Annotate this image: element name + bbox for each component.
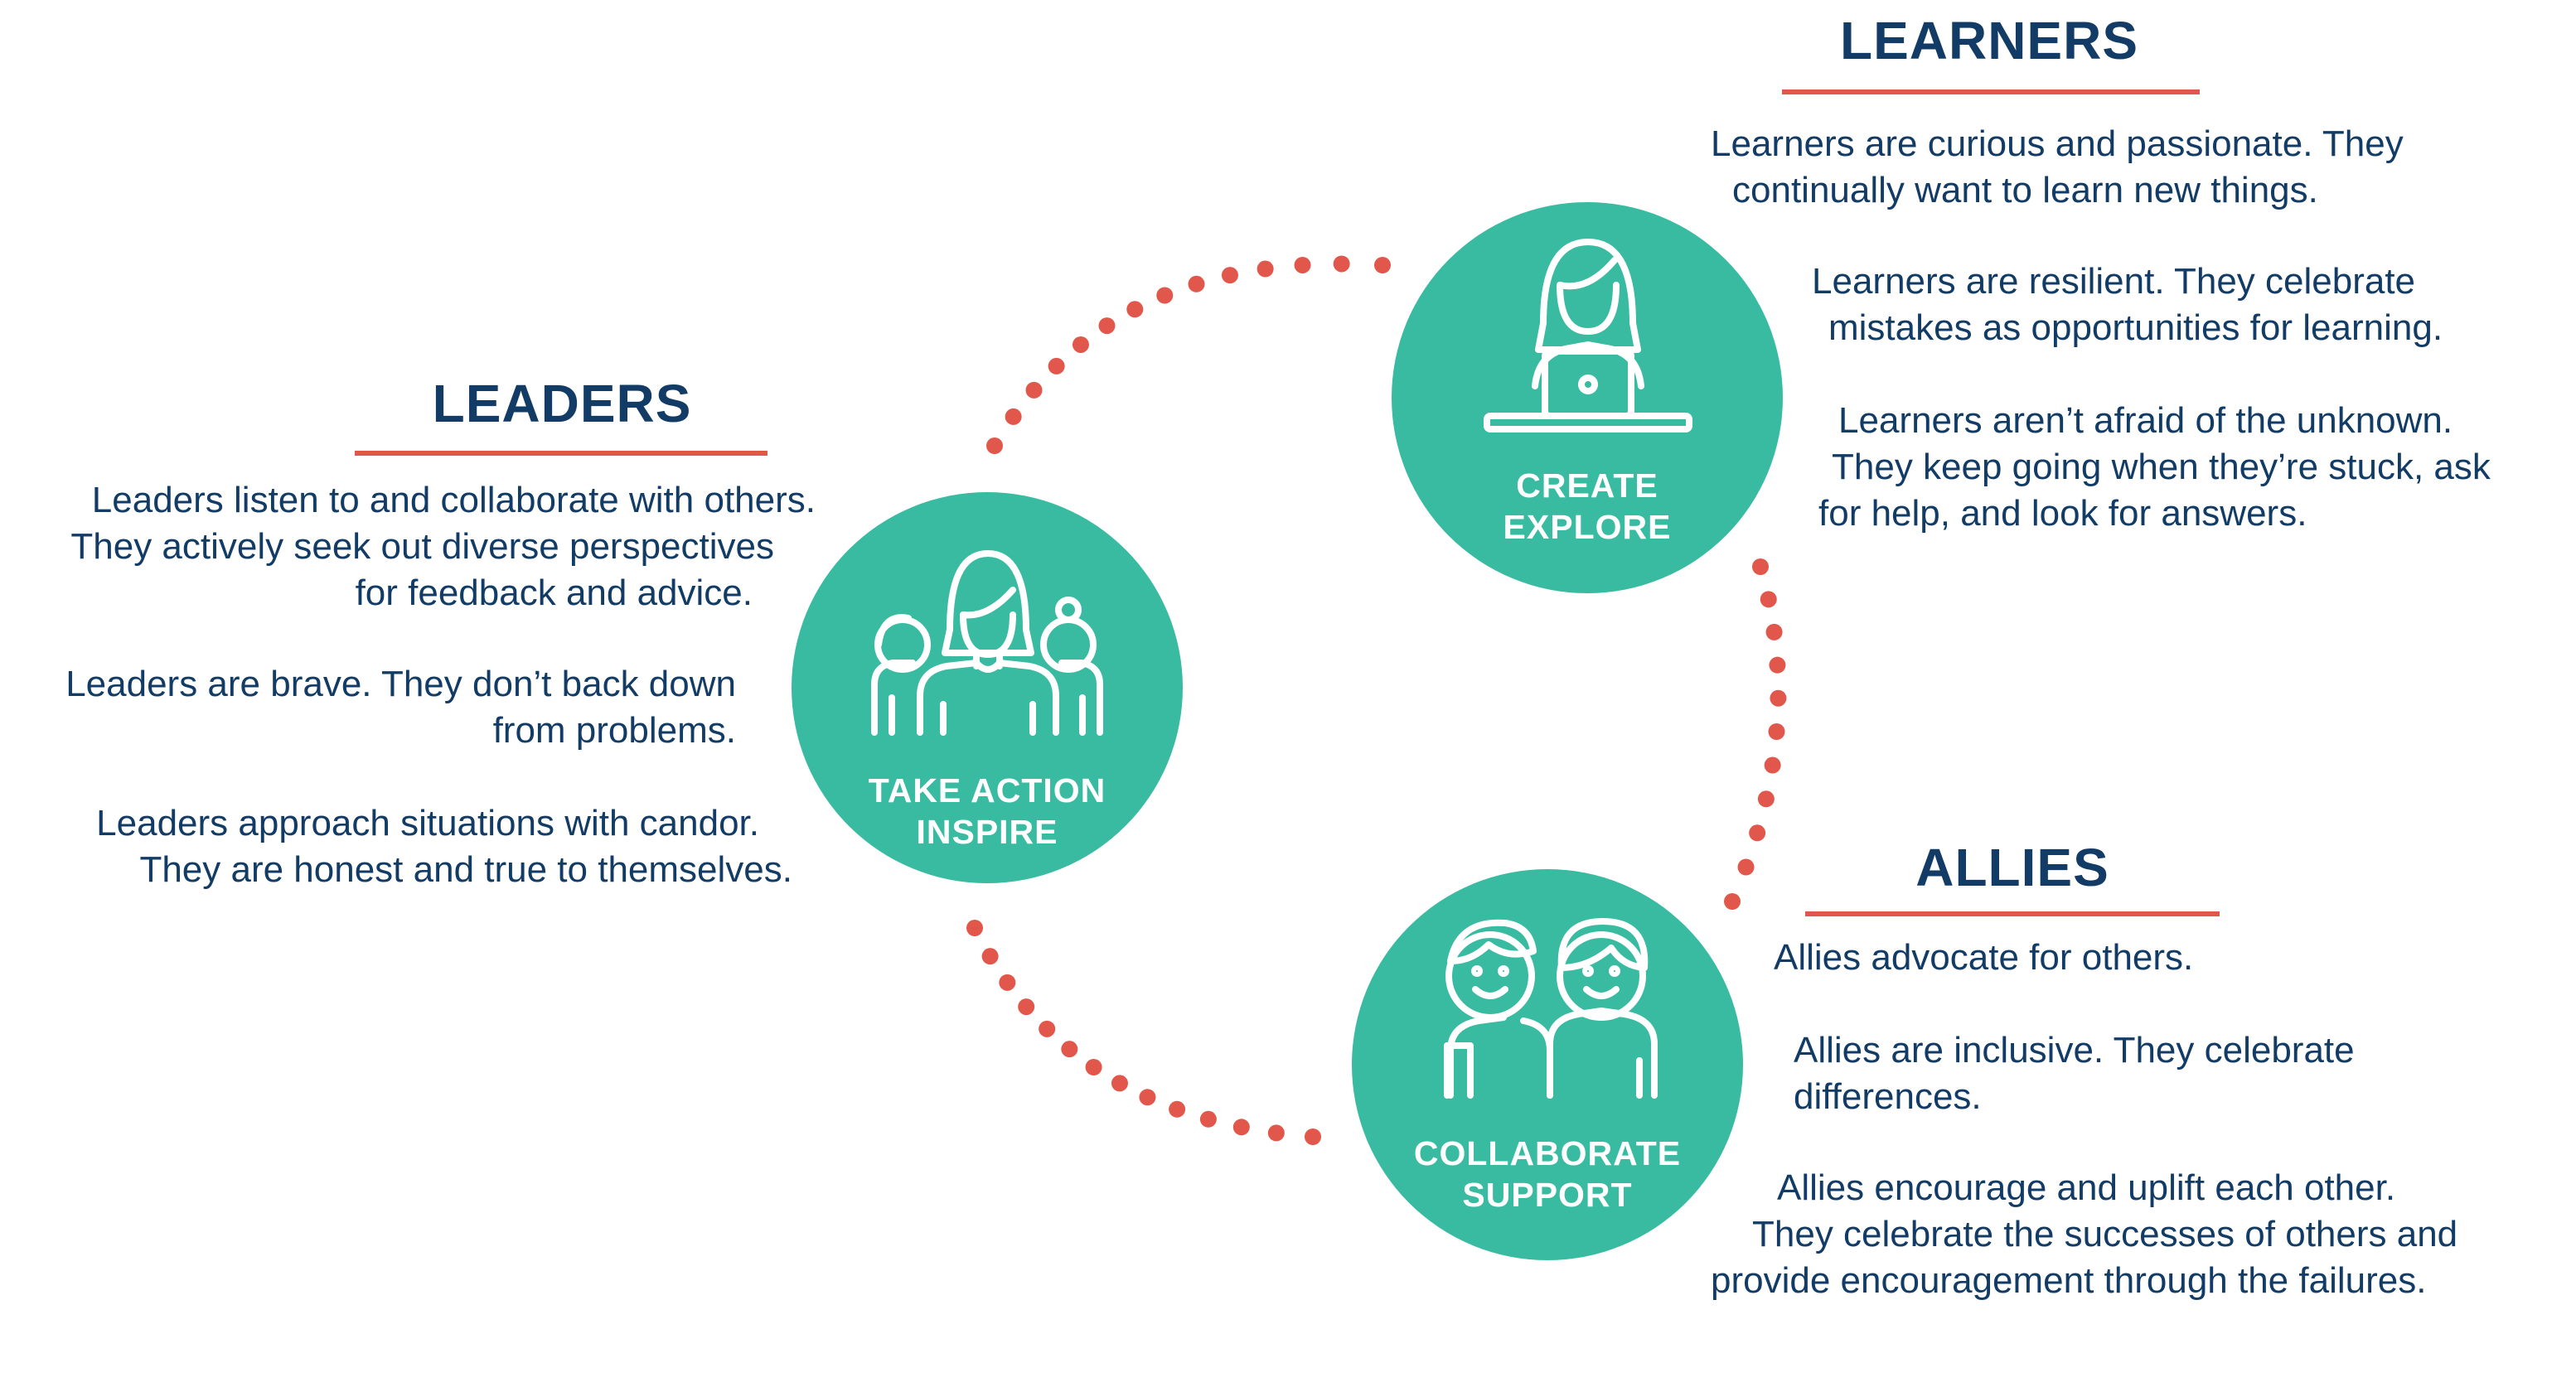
connector-dot: [1257, 260, 1274, 278]
leaders-circle-label-line1: TAKE ACTION: [869, 771, 1106, 809]
connector-dot: [1098, 317, 1116, 335]
leaders-p1-line1: Leaders listen to and collaborate with o…: [91, 480, 816, 520]
connector-dot: [1221, 267, 1238, 284]
connector-dot: [1199, 1110, 1217, 1128]
allies-paragraph-3: Allies encourage and uplift each other. …: [1711, 1165, 2457, 1304]
connector-dot: [981, 948, 999, 965]
connector-dot: [1156, 287, 1174, 304]
connector-dot: [1061, 1041, 1078, 1058]
connector-dot: [1752, 558, 1769, 575]
leaders-paragraph-3: Leaders approach situations with candor.…: [0, 800, 792, 893]
leaders-heading: LEADERS: [432, 374, 692, 433]
allies-circle: COLLABORATE SUPPORT: [1352, 869, 1743, 1260]
allies-circle-label-line2: SUPPORT: [1462, 1176, 1632, 1214]
learners-paragraph-1: Learners are curious and passionate. The…: [1711, 121, 2404, 214]
allies-heading-underline: [1805, 911, 2220, 916]
leaders-circle-label-line2: INSPIRE: [916, 813, 1058, 851]
two-people-arm-around-icon: [1444, 918, 1658, 1099]
person-at-laptop-icon: [1484, 239, 1692, 433]
connector-dot: [1374, 257, 1391, 273]
connector-dot: [966, 920, 983, 936]
connector-dot: [1018, 998, 1035, 1016]
allies-heading: ALLIES: [1915, 838, 2109, 897]
connector-dot: [1048, 357, 1065, 375]
connector-dot: [1749, 824, 1766, 842]
leaders-p1-line2: They actively seek out diverse perspecti…: [70, 526, 774, 567]
connector-dot: [1072, 336, 1089, 353]
learners-p2-line2: mistakes as opportunities for learning.: [1828, 307, 2443, 348]
connector-dot: [999, 974, 1016, 991]
connector-dot: [1760, 591, 1777, 608]
learners-paragraph-2: Learners are resilient. They celebrate m…: [1812, 259, 2443, 351]
allies-p3-line1: Allies encourage and uplift each other.: [1777, 1167, 2396, 1208]
connector-dot: [986, 437, 1003, 454]
connector-dot: [1025, 381, 1043, 399]
leaders-p2-line1: Leaders are brave. They don’t back down: [65, 664, 736, 704]
allies-circle-label-line1: COLLABORATE: [1414, 1134, 1681, 1172]
allies-p2-line1: Allies are inclusive. They celebrate: [1794, 1030, 2355, 1070]
connector-dot: [1769, 656, 1786, 674]
connector-dot: [1333, 255, 1350, 273]
leaders-heading-underline: [355, 451, 767, 456]
allies-p3-line2: They celebrate the successes of others a…: [1752, 1214, 2458, 1254]
connector-dot: [1005, 408, 1022, 425]
learners-p1-line2: continually want to learn new things.: [1732, 170, 2318, 210]
leaders-p1-line3: for feedback and advice.: [355, 573, 753, 613]
allies-paragraph-2: Allies are inclusive. They celebrate dif…: [1794, 1027, 2355, 1120]
connector-dot: [1764, 756, 1781, 774]
learners-circle-label-line1: CREATE: [1516, 466, 1658, 505]
leaders-p2-line2: from problems.: [492, 710, 736, 751]
group-of-people-icon: [871, 550, 1103, 736]
leaders-p3-line1: Leaders approach situations with candor.: [96, 803, 759, 843]
learners-circle-label-line2: EXPLORE: [1503, 508, 1672, 546]
learners-p3-line1: Learners aren’t afraid of the unknown.: [1838, 400, 2453, 441]
allies-p2-line2: differences.: [1794, 1076, 1982, 1117]
learners-p3-line3: for help, and look for answers.: [1818, 493, 2307, 534]
leaders-paragraph-1: Leaders listen to and collaborate with o…: [0, 477, 816, 616]
connector-dot: [1085, 1059, 1102, 1075]
connector-dot: [1267, 1124, 1285, 1142]
leaders-p3-line2: They are honest and true to themselves.: [139, 849, 792, 890]
dotted-connector-arcs: [966, 255, 1787, 1145]
learners-p2-line1: Learners are resilient. They celebrate: [1812, 261, 2416, 302]
allies-paragraph-1: Allies advocate for others.: [1774, 935, 2193, 981]
connector-dot: [1737, 858, 1755, 876]
connector-dot: [1126, 301, 1144, 318]
learners-p3-line2: They keep going when they’re stuck, ask: [1832, 447, 2491, 487]
connector-dot: [1757, 790, 1775, 808]
allies-p1-line1: Allies advocate for others.: [1774, 937, 2194, 978]
learners-heading: LEARNERS: [1839, 11, 2139, 70]
learners-p1-line1: Learners are curious and passionate. The…: [1711, 123, 2404, 164]
learners-paragraph-3: Learners aren’t afraid of the unknown. T…: [1818, 398, 2491, 537]
connector-dot: [1770, 689, 1787, 707]
learners-heading-underline: [1782, 89, 2200, 94]
learners-circle: CREATE EXPLORE: [1392, 202, 1783, 593]
connector-dot: [1765, 623, 1783, 640]
leaders-circle: TAKE ACTION INSPIRE: [792, 492, 1183, 883]
connector-dot: [1188, 275, 1205, 292]
connector-dot: [1169, 1100, 1186, 1118]
connector-dot: [1768, 723, 1785, 740]
connector-dot: [1111, 1075, 1128, 1092]
connector-dot: [1232, 1119, 1250, 1136]
connector-dot: [1039, 1020, 1056, 1037]
connector-dot: [1139, 1089, 1156, 1106]
connector-dot: [1305, 1128, 1321, 1145]
leaders-paragraph-2: Leaders are brave. They don’t back down …: [0, 661, 736, 754]
connector-dot: [1724, 893, 1741, 910]
connector-dot: [1294, 256, 1311, 273]
allies-p3-line3: provide encouragement through the failur…: [1711, 1260, 2427, 1301]
